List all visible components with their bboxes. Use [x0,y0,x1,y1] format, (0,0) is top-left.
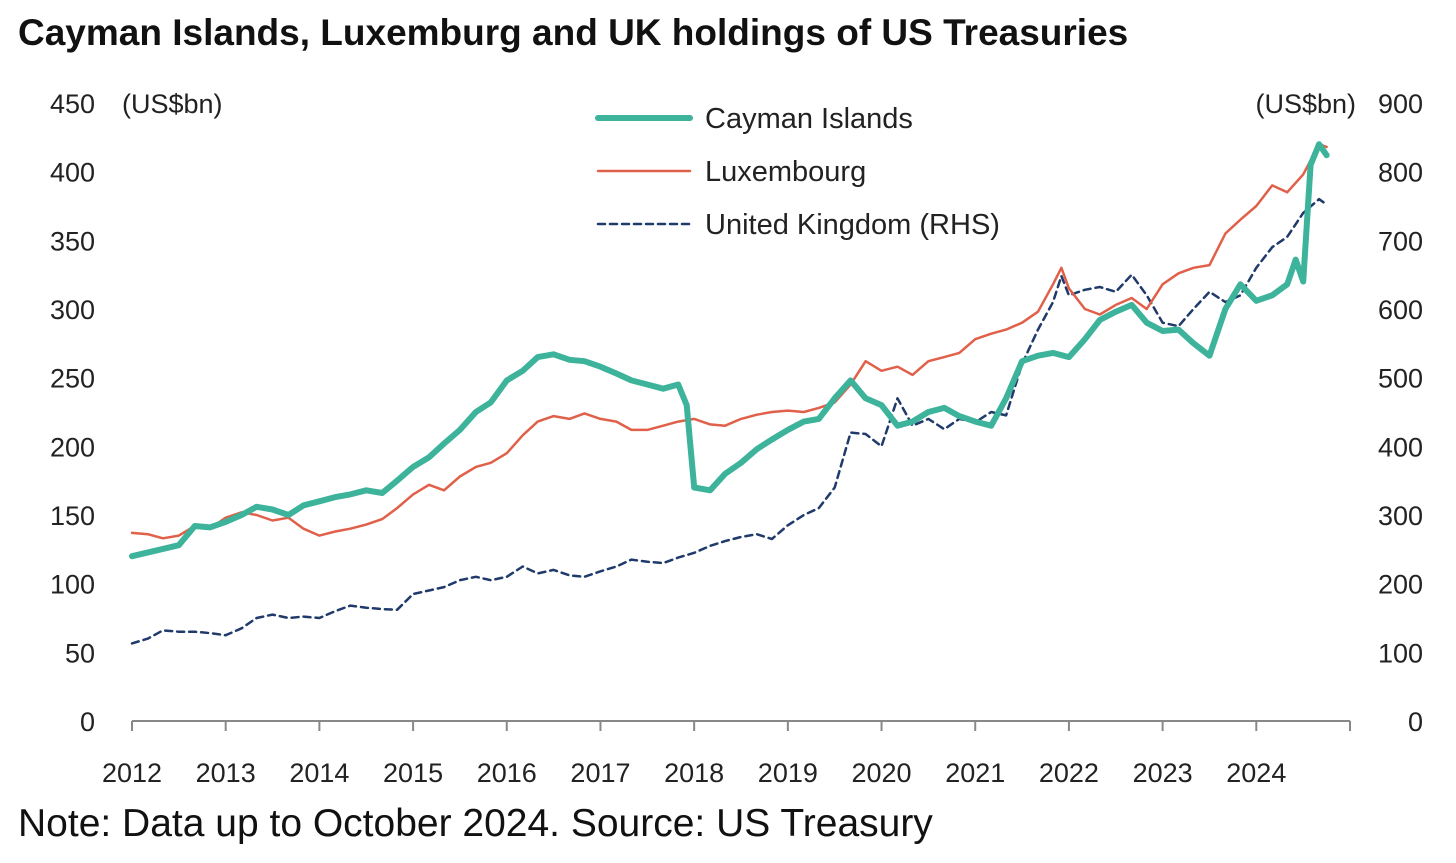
left-tick-label: 100 [50,570,95,600]
left-tick-label: 400 [50,158,95,188]
left-tick-label: 250 [50,364,95,394]
right-tick-label: 400 [1378,432,1423,462]
legend: Cayman Islands Luxembourg United Kingdom (… [595,103,1000,241]
left-tick-label: 150 [50,501,95,531]
series-lines [129,141,1330,645]
left-tick-label: 450 [50,89,95,119]
x-tick-label: 2024 [1226,758,1286,788]
x-tick-label: 2020 [851,758,911,788]
right-tick-label: 700 [1378,226,1423,256]
right-axis-unit: (US$bn) [1255,89,1356,119]
right-tick-label: 200 [1378,570,1423,600]
x-tick-label: 2015 [383,758,443,788]
right-tick-label: 0 [1408,707,1423,737]
right-tick-label: 600 [1378,295,1423,325]
x-tick-label: 2022 [1039,758,1099,788]
right-tick-label: 500 [1378,364,1423,394]
x-tick-label: 2012 [102,758,162,788]
x-tick-label: 2013 [196,758,256,788]
x-tick-label: 2017 [570,758,630,788]
legend-label: Cayman Islands [705,103,913,135]
x-tick-label: 2019 [758,758,818,788]
right-tick-label: 800 [1378,158,1423,188]
left-tick-label: 50 [65,638,95,668]
series-line-luxembourg [130,142,1328,540]
right-tick-label: 900 [1378,89,1423,119]
axes: 2012 2013 2014 2015 2016 2017 2018 2019 2020 2021… [50,89,1423,788]
x-tick-label: 2021 [945,758,1005,788]
x-tick-label: 2016 [477,758,537,788]
left-tick-label: 350 [50,226,95,256]
x-tick-label: 2023 [1133,758,1193,788]
left-tick-label: 300 [50,295,95,325]
legend-label: Luxembourg [705,156,866,188]
legend-label: United Kingdom (RHS) [705,209,1000,241]
right-tick-label: 300 [1378,501,1423,531]
left-tick-label: 0 [80,707,95,737]
x-tick-label: 2014 [289,758,349,788]
series-line-cayman-islands [129,141,1330,560]
chart-note: Note: Data up to October 2024. Source: U… [18,802,933,845]
left-tick-label: 200 [50,432,95,462]
x-tick-label: 2018 [664,758,724,788]
left-axis-unit: (US$bn) [122,89,223,119]
right-tick-label: 100 [1378,638,1423,668]
chart-title: Cayman Islands, Luxemburg and UK holding… [18,12,1129,53]
series-line-united-kingdom-rhs [130,197,1328,645]
